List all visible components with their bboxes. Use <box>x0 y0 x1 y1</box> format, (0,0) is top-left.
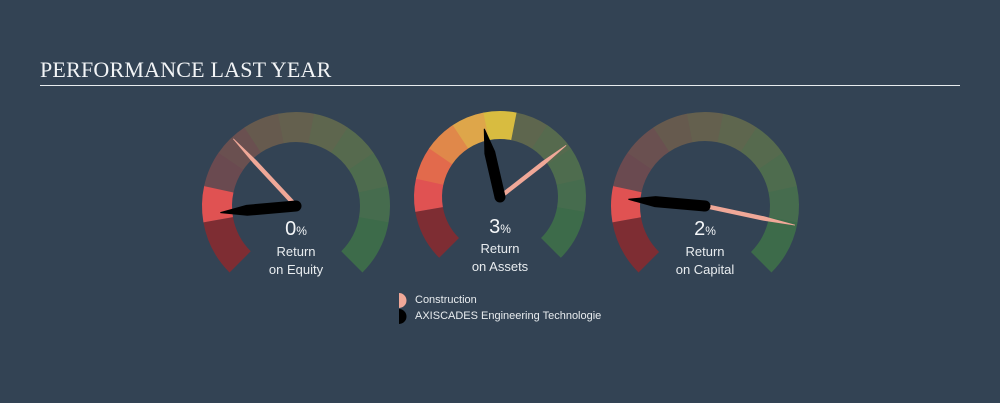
gauge-segment <box>627 127 670 170</box>
gauge-segment <box>244 113 284 153</box>
legend-label-construction: Construction <box>415 294 477 306</box>
roa-label-line1: Return <box>480 241 520 256</box>
gauge-segment <box>653 113 693 152</box>
gauge-segment <box>277 112 315 144</box>
gauge-segment <box>308 113 349 153</box>
roc-label: Return on Capital <box>635 243 775 279</box>
gauge-return-on-equity <box>201 112 390 273</box>
roa-label-line2: on Assets <box>471 259 529 274</box>
gauge-segment <box>331 127 374 171</box>
industry-needle <box>704 203 796 226</box>
roa-value: 3% <box>489 216 511 238</box>
roe-value: 0% <box>285 218 307 240</box>
gauge-high-zone <box>750 217 798 273</box>
gauge-segment <box>358 186 390 223</box>
gauge-segment <box>414 178 444 212</box>
legend-label-company: AXISCADES Engineering Technologie <box>415 310 602 322</box>
gauge-segment <box>768 186 799 223</box>
roa-label: Return on Assets <box>430 240 570 276</box>
gauge-high-zone <box>541 207 585 258</box>
gauge-segment <box>429 124 469 165</box>
legend-swatch-company-icon <box>399 308 409 324</box>
gauge-segment <box>556 178 587 213</box>
company-needle-hub <box>290 200 302 212</box>
company-needle <box>483 128 506 199</box>
legend-item-company: AXISCADES Engineering Technologie <box>399 308 601 324</box>
title-divider <box>40 85 960 86</box>
company-needle <box>628 196 706 212</box>
gauge-low-zone <box>415 207 459 258</box>
gauge-return-on-assets <box>414 111 587 258</box>
gauge-segment <box>547 148 585 186</box>
company-needle-hub <box>494 191 506 203</box>
industry-needle <box>232 138 298 208</box>
chart-legend: Construction AXISCADES Engineering Techn… <box>399 292 601 324</box>
gauge-segment <box>348 152 388 193</box>
gauge-segment <box>415 147 453 185</box>
roe-label-line2: on Equity <box>268 262 324 277</box>
gauge-low-zone <box>612 217 660 273</box>
company-needle <box>220 200 297 216</box>
gauge-segment <box>204 152 244 193</box>
gauge-high-zone <box>341 217 389 273</box>
gauge-segment <box>483 111 518 141</box>
legend-swatch-construction-icon <box>399 292 409 308</box>
gauge-segment <box>758 152 797 193</box>
gauge-segment <box>531 125 572 165</box>
roe-label: Return on Equity <box>226 243 366 279</box>
company-needle-hub <box>699 200 711 212</box>
gauge-segment <box>611 185 642 223</box>
gauge-segment <box>740 127 783 170</box>
legend-item-construction: Construction <box>399 292 601 308</box>
gauge-segment <box>452 112 490 149</box>
gauge-return-on-capital <box>611 112 799 273</box>
roe-label-line1: Return <box>276 244 316 259</box>
industry-needle <box>498 144 567 199</box>
gauge-segment <box>511 112 548 149</box>
gauge-segment <box>686 112 724 143</box>
roc-value: 2% <box>694 218 716 240</box>
roc-label-line2: on Capital <box>675 262 735 277</box>
page-title: PERFORMANCE LAST YEAR <box>40 57 332 82</box>
gauge-low-zone <box>203 217 251 273</box>
roc-label-line1: Return <box>685 244 725 259</box>
